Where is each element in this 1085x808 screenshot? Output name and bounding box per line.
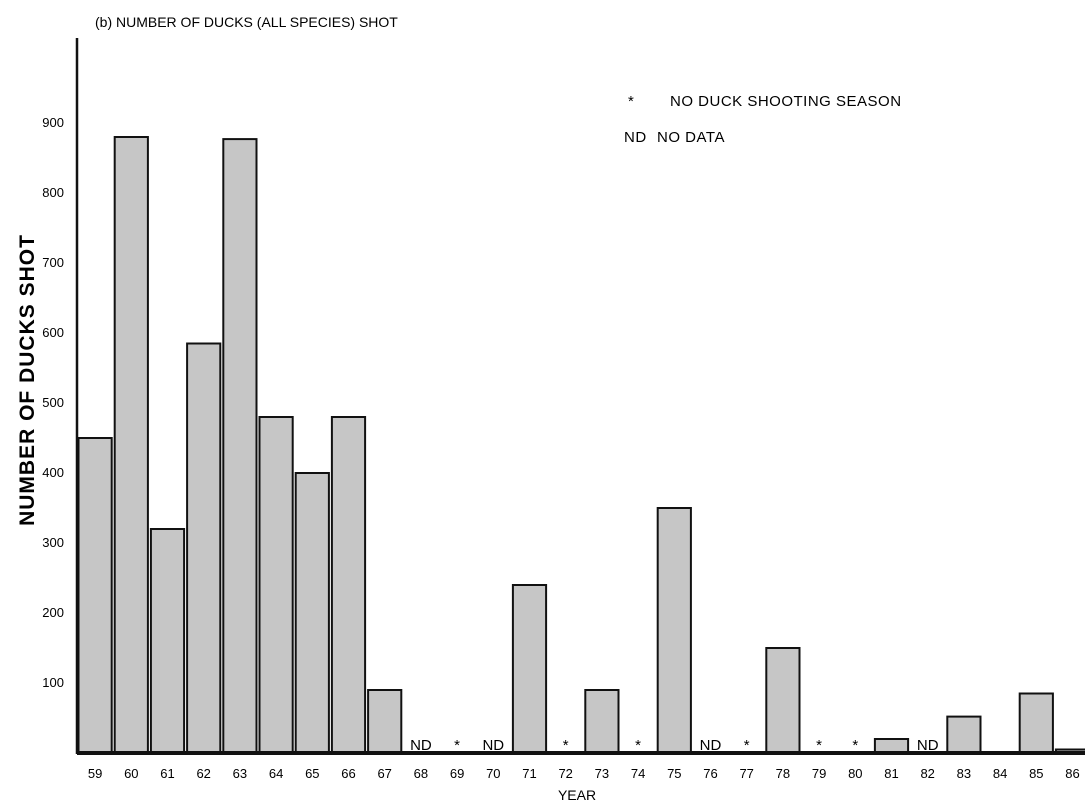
x-tick-62: 62 <box>196 766 210 781</box>
bar-81 <box>873 738 910 754</box>
x-tick-59: 59 <box>88 766 102 781</box>
x-tick-73: 73 <box>595 766 609 781</box>
x-tick-61: 61 <box>160 766 174 781</box>
x-tick-72: 72 <box>558 766 572 781</box>
x-tick-80: 80 <box>848 766 862 781</box>
y-tick-600: 600 <box>42 325 64 340</box>
no-season-marker-72: * <box>563 737 569 754</box>
no-season-marker-80: * <box>852 737 858 754</box>
bar-65 <box>294 472 330 754</box>
y-tick-100: 100 <box>42 675 64 690</box>
bar-83 <box>946 715 982 754</box>
y-tick-800: 800 <box>42 185 64 200</box>
bar-60 <box>113 136 149 754</box>
x-tick-74: 74 <box>631 766 645 781</box>
chart-title: (b) NUMBER OF DUCKS (ALL SPECIES) SHOT <box>95 14 398 30</box>
x-tick-63: 63 <box>233 766 247 781</box>
y-tick-300: 300 <box>42 535 64 550</box>
y-tick-labels: 100 200 300 400 500 600 700 800 900 <box>42 115 64 690</box>
bar-78 <box>765 647 801 754</box>
x-tick-84: 84 <box>993 766 1007 781</box>
x-tick-60: 60 <box>124 766 138 781</box>
x-tick-70: 70 <box>486 766 500 781</box>
x-tick-labels: 59 60 61 62 63 64 65 66 67 68 69 70 71 72 73 74 75 76 77 78… <box>88 766 1080 781</box>
x-tick-77: 77 <box>739 766 753 781</box>
y-tick-900: 900 <box>42 115 64 130</box>
y-tick-700: 700 <box>42 255 64 270</box>
no-season-marker-74: * <box>635 737 641 754</box>
x-tick-75: 75 <box>667 766 681 781</box>
no-data-marker-68: ND <box>410 737 432 754</box>
x-tick-85: 85 <box>1029 766 1043 781</box>
x-tick-81: 81 <box>884 766 898 781</box>
no-season-marker-79: * <box>816 737 822 754</box>
bar-63 <box>222 138 258 755</box>
x-tick-65: 65 <box>305 766 319 781</box>
x-tick-86: 86 <box>1065 766 1079 781</box>
x-axis-title: YEAR <box>558 787 596 803</box>
x-tick-71: 71 <box>522 766 536 781</box>
bars <box>77 136 1085 755</box>
no-data-markers: ND * ND * * ND * * * ND <box>410 737 939 754</box>
no-season-marker-77: * <box>744 737 750 754</box>
x-tick-69: 69 <box>450 766 464 781</box>
x-tick-78: 78 <box>776 766 790 781</box>
legend-symbol-no-data: ND <box>624 129 647 146</box>
y-axis-title: NUMBER OF DUCKS SHOT <box>16 234 39 526</box>
bar-59 <box>77 437 113 754</box>
x-tick-76: 76 <box>703 766 717 781</box>
y-tick-400: 400 <box>42 465 64 480</box>
bar-73 <box>584 689 620 754</box>
x-tick-66: 66 <box>341 766 355 781</box>
x-tick-68: 68 <box>414 766 428 781</box>
no-data-marker-76: ND <box>700 737 722 754</box>
no-data-marker-82: ND <box>917 737 939 754</box>
legend-label-no-data: NO DATA <box>657 129 725 146</box>
x-tick-82: 82 <box>920 766 934 781</box>
bar-67 <box>367 689 403 754</box>
y-tick-200: 200 <box>42 605 64 620</box>
bar-75 <box>656 507 692 754</box>
legend: * NO DUCK SHOOTING SEASON ND NO DATA <box>624 93 902 146</box>
bar-71 <box>511 584 548 754</box>
bar-61 <box>149 528 186 754</box>
x-tick-67: 67 <box>377 766 391 781</box>
axes <box>75 38 1085 755</box>
y-tick-500: 500 <box>42 395 64 410</box>
bar-66 <box>330 416 367 754</box>
x-tick-83: 83 <box>957 766 971 781</box>
bar-62 <box>186 342 222 754</box>
no-season-marker-69: * <box>454 737 460 754</box>
legend-symbol-no-season: * <box>628 93 634 110</box>
x-tick-64: 64 <box>269 766 283 781</box>
bar-85 <box>1018 692 1054 754</box>
legend-label-no-season: NO DUCK SHOOTING SEASON <box>670 93 902 110</box>
x-tick-79: 79 <box>812 766 826 781</box>
no-data-marker-70: ND <box>482 737 504 754</box>
bar-64 <box>258 416 294 754</box>
